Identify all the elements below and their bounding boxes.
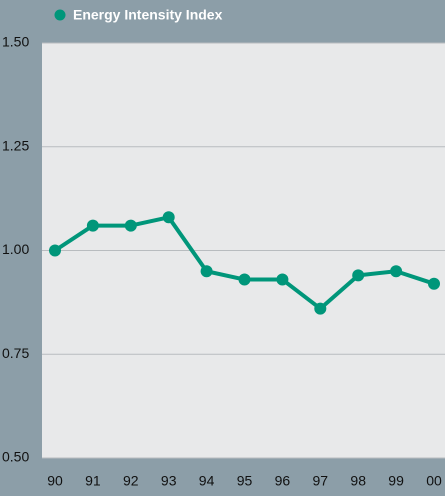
- x-tick-label: 98: [350, 473, 366, 489]
- x-tick-label: 92: [123, 473, 139, 489]
- x-tick-label: 96: [275, 473, 291, 489]
- legend-label: Energy Intensity Index: [73, 7, 223, 23]
- x-tick-label: 91: [85, 473, 101, 489]
- point: [314, 302, 327, 315]
- x-tick-label: 93: [161, 473, 177, 489]
- x-tick-label: 94: [199, 473, 215, 489]
- x-tick-label: 95: [237, 473, 253, 489]
- point: [352, 269, 365, 282]
- y-tick-label: 0.50: [2, 449, 29, 465]
- y-tick-label: 1.00: [2, 241, 29, 257]
- point: [428, 277, 440, 290]
- legend-marker: [54, 9, 66, 21]
- point: [124, 219, 137, 232]
- y-tick-label: 1.25: [2, 137, 29, 153]
- point: [200, 265, 213, 278]
- point: [276, 273, 289, 286]
- x-tick-label: 99: [388, 473, 404, 489]
- y-tick-label: 1.50: [2, 34, 29, 50]
- point: [86, 219, 99, 232]
- point: [49, 244, 61, 257]
- x-tick-label: 00: [426, 473, 442, 489]
- point: [162, 211, 175, 224]
- x-tick-label: 90: [47, 473, 63, 489]
- y-tick-label: 0.75: [2, 345, 29, 361]
- point: [390, 265, 403, 278]
- x-tick-label: 97: [313, 473, 329, 489]
- point: [238, 273, 251, 286]
